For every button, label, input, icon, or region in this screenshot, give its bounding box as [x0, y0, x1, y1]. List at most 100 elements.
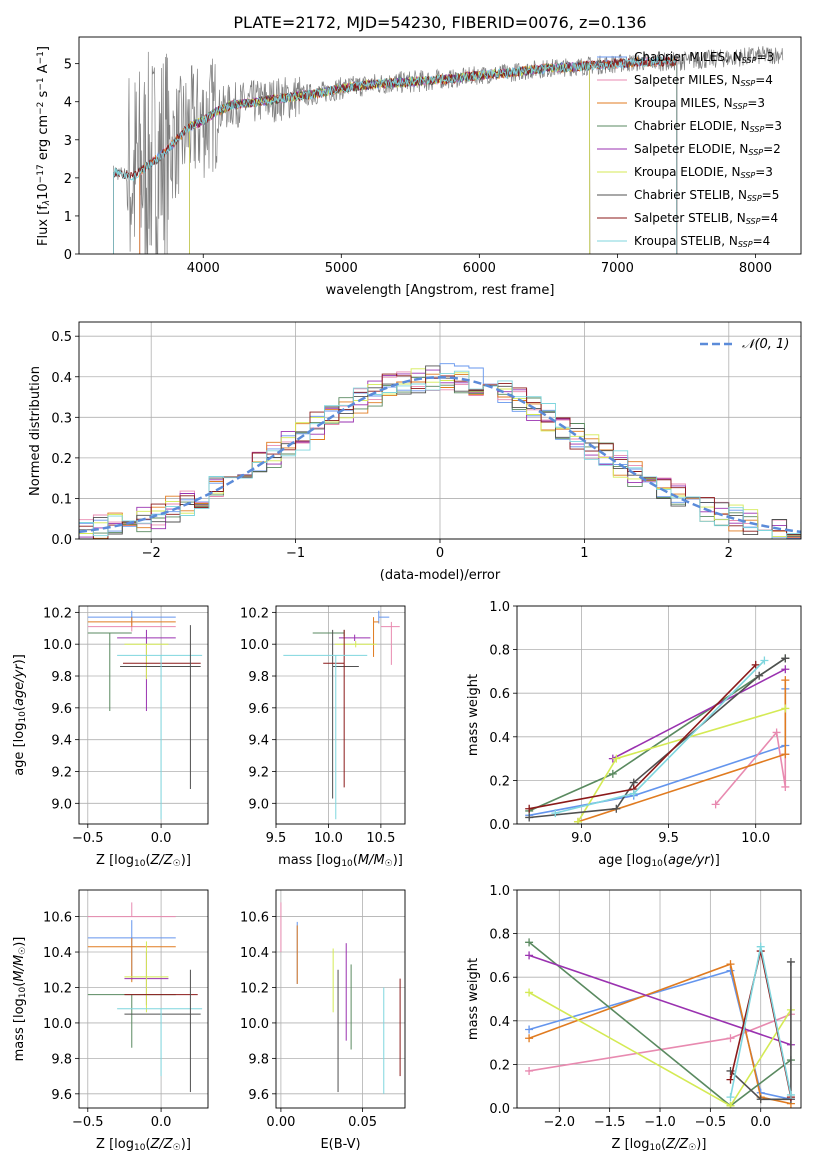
label-span: −1 [36, 77, 46, 90]
y-axis-label: mass [log10(M/M☉)] [12, 937, 28, 1062]
weight-point-marker [525, 938, 534, 947]
y-tick-label: 2 [64, 172, 72, 187]
x-tick-label: 6000 [463, 261, 496, 276]
y-tick-label: 9.6 [51, 702, 72, 717]
label-span: SSP [733, 102, 748, 111]
legend-entry-label: Chabrier MILES, NSSP=3 [634, 50, 774, 65]
x-axis-label: Z [log10(Z/Z☉)] [612, 1137, 707, 1153]
figure-title: PLATE=2172, MJD=54230, FIBERID=0076, z=0… [233, 13, 646, 32]
label-span: SSP [746, 217, 761, 226]
y-tick-label: 1 [64, 210, 72, 225]
y-tick-label: 0.1 [51, 492, 72, 507]
y-axis-label: age [log10(age/yr)] [12, 654, 28, 776]
weight-series-line [729, 961, 792, 1101]
legend-entry-label: Salpeter MILES, NSSP=4 [634, 73, 773, 88]
label-span: )] [12, 654, 27, 664]
model-spectrum-line [139, 56, 678, 254]
weight-point-marker [525, 951, 534, 960]
label-span: )] [12, 937, 27, 947]
model-spectrum-line [189, 61, 591, 254]
y-tick-label: 10.0 [240, 1017, 269, 1032]
y-axis-label: mass weight [466, 958, 481, 1040]
x-tick-label: 7000 [601, 261, 634, 276]
x-tick-label: 0 [436, 546, 444, 561]
label-span: s [36, 90, 51, 101]
y-tick-label: 9.6 [248, 702, 269, 717]
weight-vs-Z-panel-plot-area [525, 938, 795, 1108]
label-span: ( [12, 706, 27, 711]
label-span: Z [log [96, 1137, 134, 1152]
x-axis-label: Z [log10(Z/Z☉)] [96, 1137, 191, 1153]
weight-point-marker [629, 789, 638, 798]
plot-frame [516, 605, 802, 825]
label-span: Z/Z [665, 1137, 689, 1152]
y-tick-label: 9.0 [51, 797, 72, 812]
y-tick-label: 9.4 [51, 734, 72, 749]
model-spectrum-line [113, 56, 678, 254]
x-tick-label: 10.0 [314, 831, 343, 846]
weight-point-marker [781, 654, 790, 663]
y-tick-label: 9.6 [51, 1088, 72, 1103]
weight-point-marker [786, 957, 795, 966]
plot-frame [78, 36, 802, 255]
x-tick-label: −1.0 [644, 1115, 676, 1130]
label-span: erg cm [36, 115, 51, 164]
label-span: ( [663, 853, 668, 868]
y-tick-label: 9.6 [248, 1088, 269, 1103]
residuals-panel: −2 −1 0 1 2 0.0 0.1 0.2 0.3 0.4 0.5 𝒩(0, 1) (data-mo… [28, 321, 802, 583]
label-span: ( [145, 1137, 150, 1152]
plots-layer: 4000 5000 6000 7000 8000 0 1 2 3 4 5 Chabrier MILES… [12, 36, 802, 1153]
label-span: =4 [753, 234, 771, 248]
label-span: SSP [750, 125, 765, 134]
model-spectrum-line [189, 61, 591, 254]
x-tick-label: −1 [286, 546, 305, 561]
legend-entry-label: Kroupa STELIB, NSSP=4 [634, 234, 770, 249]
y-tick-label: 0.4 [51, 371, 72, 386]
label-span: =5 [762, 188, 780, 202]
weight-point-marker [525, 1034, 534, 1043]
y-tick-label: 10.0 [43, 1017, 72, 1032]
x-tick-label: −0.5 [72, 831, 104, 846]
x-tick-label: 0.0 [151, 831, 172, 846]
plot-frame [78, 605, 209, 825]
weight-point-marker [781, 665, 790, 674]
x-tick-label: 8000 [739, 261, 772, 276]
weight-point-marker [781, 782, 790, 791]
plot-frame [78, 321, 802, 540]
x-tick-label: 10.0 [741, 831, 770, 846]
weight-point-marker [525, 1025, 534, 1034]
label-span: =4 [760, 211, 778, 225]
weight-point-marker [612, 754, 621, 763]
model-spectrum-line [139, 56, 678, 254]
y-axis-label: Flux [fλ10−17 erg cm−2 s−1 A−1] [36, 46, 52, 246]
age-vs-mass-panel-plot-area [283, 610, 400, 820]
legend-entry-label: Kroupa ELODIE, NSSP=3 [634, 165, 773, 180]
y-tick-label: 10.6 [240, 911, 269, 926]
y-tick-label: 10.2 [240, 606, 269, 621]
y-tick-label: 9.8 [248, 670, 269, 685]
label-span: =3 [756, 50, 774, 64]
label-span: A [36, 64, 51, 77]
spectrum-panel: 4000 5000 6000 7000 8000 0 1 2 3 4 5 Chabrier MILES… [36, 36, 802, 298]
label-span: Z [log [96, 853, 134, 868]
weight-series-line [528, 963, 792, 1105]
observed-spectrum-line [113, 46, 784, 254]
label-span: SSP [742, 56, 757, 65]
x-tick-label: 9.0 [571, 831, 592, 846]
weight-vs-age-panel-plot-area [525, 654, 790, 824]
x-tick-label: 2 [725, 546, 733, 561]
age-vs-mass-panel: 9.5 10.0 10.5 9.0 9.2 9.4 9.6 9.8 10.0 10.2 mass [… [240, 605, 406, 869]
label-span: Kroupa ELODIE, N [634, 165, 741, 179]
legend-entry-label: Chabrier STELIB, NSSP=5 [634, 188, 779, 203]
label-span: ( [12, 982, 27, 987]
label-span: 10 [341, 859, 353, 869]
label-span: ☉ [173, 1143, 181, 1153]
label-span: mass [log [278, 853, 341, 868]
y-tick-label: 10.4 [43, 946, 72, 961]
x-axis-label: mass [log10(M/M☉)] [278, 853, 403, 869]
weight-point-marker [573, 817, 582, 824]
x-tick-label: −0.5 [72, 1115, 104, 1130]
label-span: Flux [f [36, 205, 51, 246]
y-tick-label: 0.3 [51, 411, 72, 426]
